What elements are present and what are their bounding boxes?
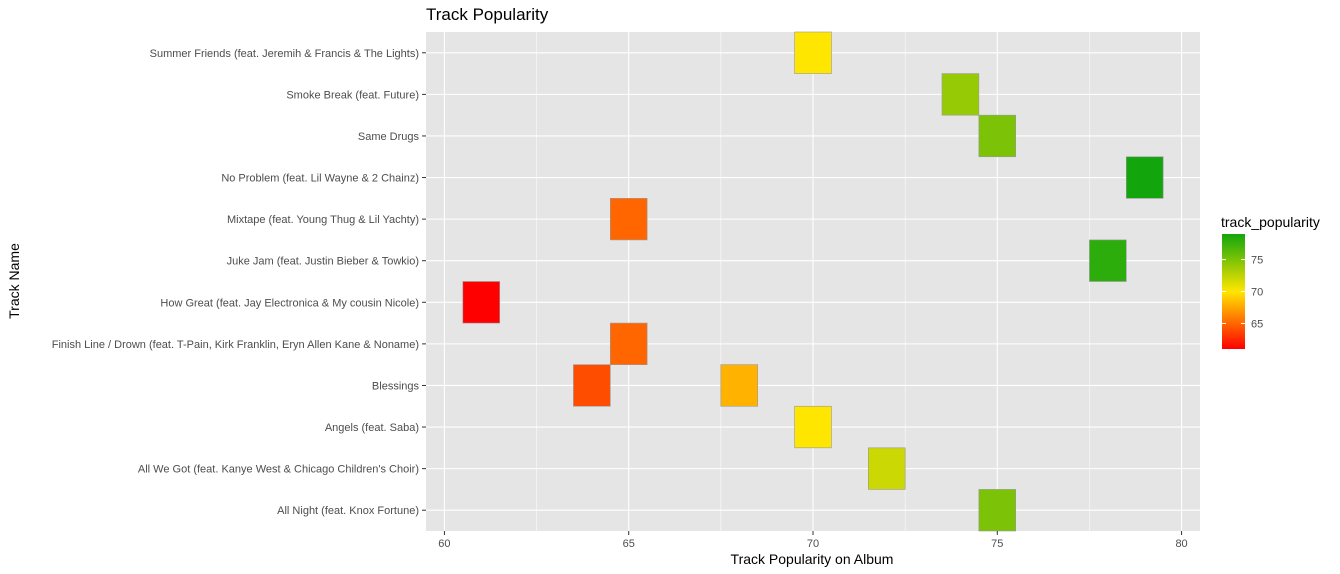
grid-lines xyxy=(426,32,1200,531)
legend-title: track_popularity xyxy=(1221,214,1320,230)
x-axis-title: Track Popularity on Album xyxy=(731,551,894,567)
tile xyxy=(1089,239,1127,282)
y-tick-label: Angels (feat. Saba) xyxy=(325,422,419,434)
x-tick-label: 75 xyxy=(991,538,1003,550)
x-tick-label: 80 xyxy=(1175,538,1187,550)
tile xyxy=(462,281,501,324)
y-tick-label: All We Got (feat. Kanye West & Chicago C… xyxy=(138,464,419,476)
x-axis-ticks: 60 65 70 75 80 xyxy=(438,531,1188,550)
y-tick-label: Mixtape (feat. Young Thug & Lil Yachty) xyxy=(227,214,419,226)
tile xyxy=(609,198,648,241)
y-tick-label: Smoke Break (feat. Future) xyxy=(286,89,419,101)
legend-colorbar xyxy=(1222,234,1245,349)
y-axis-ticks: All Night (feat. Knox Fortune) All We Got… xyxy=(52,48,426,517)
data-tiles xyxy=(462,31,1164,532)
legend-tick-label: 75 xyxy=(1251,255,1263,267)
y-tick-label: All Night (feat. Knox Fortune) xyxy=(277,505,419,517)
legend-tick-label: 70 xyxy=(1251,287,1263,299)
x-tick-label: 60 xyxy=(438,538,450,550)
x-tick-label: 70 xyxy=(807,538,819,550)
y-tick-label: Finish Line / Drown (feat. T-Pain, Kirk … xyxy=(52,339,419,351)
y-tick-label: Juke Jam (feat. Justin Bieber & Towkio) xyxy=(227,256,419,268)
tile xyxy=(867,447,906,490)
legend-tick-label: 65 xyxy=(1251,318,1263,330)
tile xyxy=(720,364,759,407)
tile xyxy=(941,73,980,116)
y-tick-label: Summer Friends (feat. Jeremih & Francis … xyxy=(150,48,419,60)
tile xyxy=(978,489,1017,532)
legend-ticks: 65 70 75 xyxy=(1222,255,1263,330)
y-axis-title: Track Name xyxy=(6,243,22,319)
tile xyxy=(573,364,611,407)
tile xyxy=(978,114,1017,158)
y-tick-label: How Great (feat. Jay Electronica & My co… xyxy=(160,297,419,309)
y-tick-label: No Problem (feat. Lil Wayne & 2 Chainz) xyxy=(221,173,419,185)
tile xyxy=(1125,156,1164,199)
y-tick-label: Same Drugs xyxy=(358,131,420,143)
x-tick-label: 65 xyxy=(623,538,635,550)
tile xyxy=(794,31,832,74)
tile xyxy=(794,405,832,449)
legend: track_popularity 65 70 75 xyxy=(1221,214,1320,349)
tile xyxy=(609,322,648,365)
chart-title: Track Popularity xyxy=(426,5,549,24)
y-tick-label: Blessings xyxy=(372,380,420,392)
